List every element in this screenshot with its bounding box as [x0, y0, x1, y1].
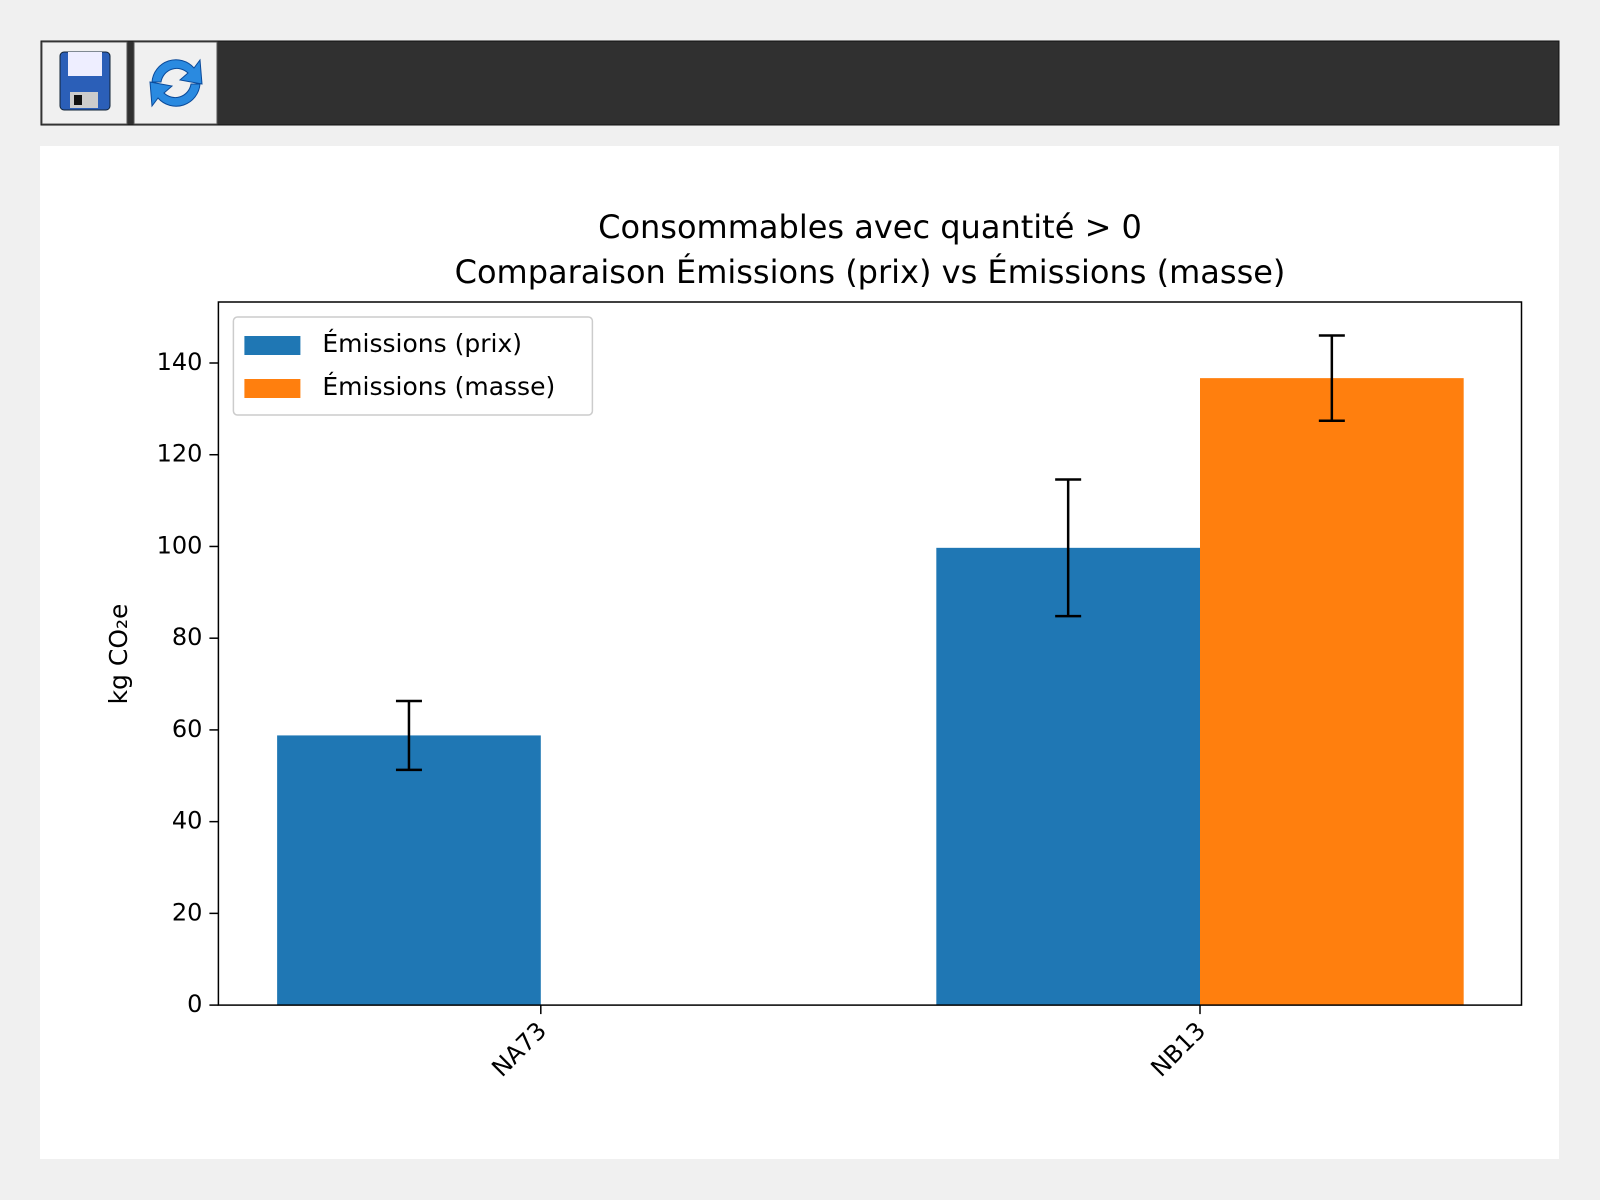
legend-swatch [244, 336, 301, 355]
y-tick-label: 80 [172, 623, 203, 651]
y-tick-label: 40 [172, 807, 203, 835]
y-tick-label: 120 [157, 440, 203, 468]
chart-title: Consommables avec quantité > 0 Comparaiso… [455, 208, 1286, 291]
y-tick-label: 140 [157, 348, 203, 376]
legend-box [232, 316, 594, 416]
y-tick-label: 20 [172, 898, 203, 926]
y-tick-label: 100 [157, 531, 203, 559]
plot-frame [217, 301, 1523, 1006]
legend-label: Émissions (prix) [322, 329, 522, 358]
bar [1200, 378, 1464, 1006]
bar [936, 547, 1200, 1006]
refresh-button[interactable] [133, 41, 218, 125]
y-axis-label: kg CO₂e [104, 604, 133, 705]
save-button[interactable] [41, 41, 128, 125]
toolbar [40, 40, 1560, 126]
legend-label: Émissions (masse) [322, 372, 555, 401]
y-tick-label: 0 [187, 990, 202, 1018]
legend-swatch [244, 379, 301, 398]
y-tick-label: 60 [172, 715, 203, 743]
bar [277, 735, 541, 1006]
